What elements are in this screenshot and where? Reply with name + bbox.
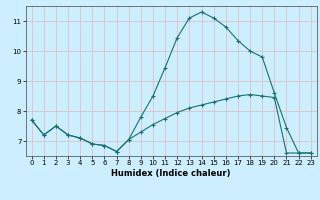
X-axis label: Humidex (Indice chaleur): Humidex (Indice chaleur) <box>111 169 231 178</box>
